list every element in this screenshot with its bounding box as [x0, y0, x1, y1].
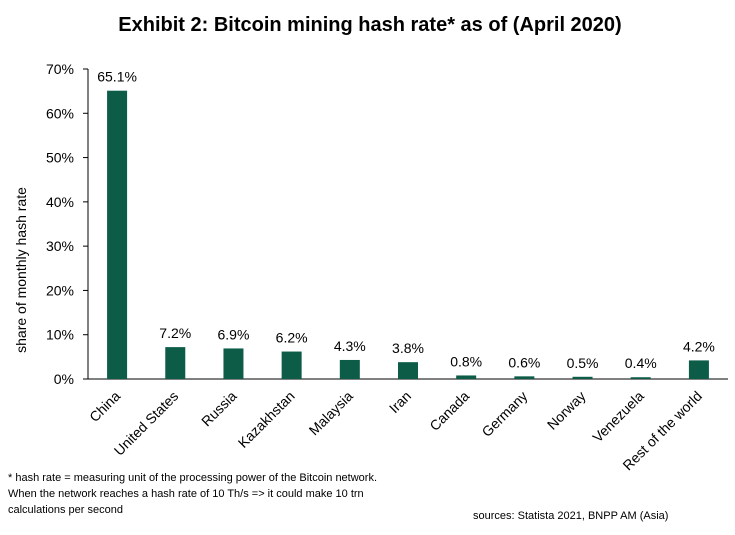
- data-label: 4.2%: [683, 338, 715, 354]
- bar: [398, 362, 418, 379]
- y-tick-label: 0%: [54, 371, 74, 387]
- y-tick-label: 30%: [46, 238, 74, 254]
- y-tick-label: 60%: [46, 105, 74, 121]
- bar-series: [107, 90, 709, 379]
- data-label: 0.4%: [625, 355, 657, 371]
- bar: [514, 376, 535, 379]
- y-tick-label: 70%: [46, 61, 74, 77]
- data-label: 3.8%: [392, 340, 424, 356]
- bar: [630, 377, 651, 379]
- data-label: 0.5%: [567, 355, 599, 371]
- bar: [688, 360, 709, 379]
- x-tick-label: Malaysia: [306, 388, 357, 439]
- bar: [281, 351, 302, 379]
- chart-title: Exhibit 2: Bitcoin mining hash rate* as …: [118, 14, 621, 36]
- y-axis-title: share of monthly hash rate: [13, 187, 29, 353]
- x-tick-label: Venezuela: [589, 388, 647, 446]
- y-axis-ticks: 0% 10% 20% 30% 40% 50% 60% 70%: [46, 61, 88, 387]
- y-tick-label: 20%: [46, 282, 74, 298]
- bar: [107, 90, 128, 379]
- data-label: 0.8%: [450, 353, 482, 369]
- y-tick-label: 10%: [46, 327, 74, 343]
- y-tick-label: 40%: [46, 194, 74, 210]
- data-label: 65.1%: [97, 69, 137, 85]
- data-labels: 65.1% 7.2% 6.9% 6.2% 4.3% 3.8% 0.8% 0.6% 0.5% 0.4…: [97, 69, 715, 372]
- data-label: 6.2%: [276, 330, 308, 346]
- source-note: sources: Statista 2021, BNPP AM (Asia): [473, 510, 669, 522]
- bar: [572, 376, 593, 379]
- x-tick-label: Iran: [386, 388, 414, 416]
- bar: [165, 347, 186, 379]
- data-label: 6.9%: [217, 326, 249, 342]
- x-tick-label: Norway: [544, 388, 589, 433]
- bar: [223, 348, 244, 379]
- data-label: 4.3%: [334, 338, 366, 354]
- x-tick-label: Russia: [198, 388, 240, 430]
- x-tick-label: Canada: [426, 388, 472, 434]
- data-label: 7.2%: [159, 325, 191, 341]
- footnote: * hash rate = measuring unit of the proc…: [8, 472, 378, 516]
- y-tick-label: 50%: [46, 150, 74, 166]
- x-tick-label: China: [86, 388, 123, 425]
- bar: [339, 359, 360, 379]
- data-label: 0.6%: [508, 354, 540, 370]
- bar: [456, 375, 477, 379]
- x-tick-label: Kazakhstan: [235, 388, 298, 451]
- x-tick-label: Germany: [478, 388, 530, 440]
